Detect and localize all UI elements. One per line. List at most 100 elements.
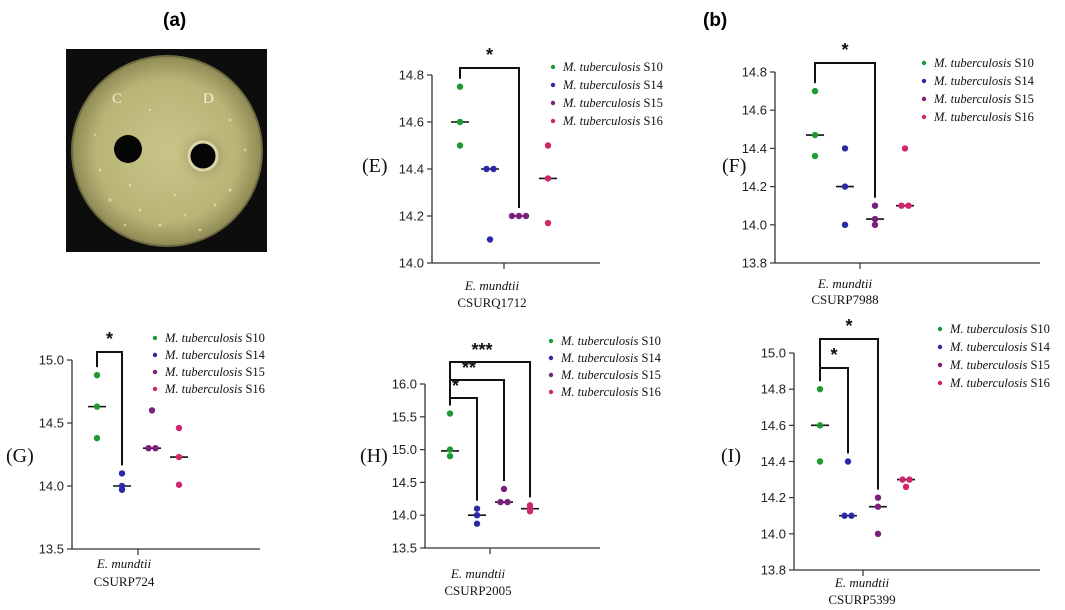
data-point-s16 [902, 483, 910, 491]
legend-strain: S16 [242, 382, 265, 396]
legend-strain: S14 [640, 78, 663, 92]
legend-marker-s14 [921, 78, 927, 84]
significance-bracket [96, 351, 123, 466]
legend-entry-s15: M. tuberculosis S15 [949, 358, 1050, 372]
significance-label: * [106, 329, 113, 349]
chart-panel-i: 13.8 14.0 14.2 14.4 14.6 14.8 15.0 (I) E. mundti… [721, 316, 1051, 607]
legend-organism: M. tuberculosis [949, 358, 1027, 372]
legend-entry-s10: M. tuberculosis S10 [949, 322, 1050, 336]
legend-entry-s14: M. tuberculosis S14 [562, 78, 664, 92]
legend-entry-s14: M. tuberculosis S14 [560, 351, 662, 365]
legend-organism: M. tuberculosis [933, 56, 1011, 70]
data-point-s10 [446, 452, 454, 460]
legend-marker-s15 [937, 362, 943, 368]
data-point-s10 [811, 152, 819, 160]
data-point-s14 [118, 486, 126, 493]
data-point-s14 [844, 458, 852, 465]
legend-marker-s15 [921, 96, 927, 102]
legend-organism: M. tuberculosis [933, 92, 1011, 106]
legend-marker-s14 [550, 82, 556, 88]
legend-strain: S14 [242, 348, 265, 362]
data-point-s16 [175, 424, 183, 432]
data-point-s10 [816, 458, 824, 465]
data-point-s15 [515, 212, 523, 220]
data-point-s10 [446, 410, 454, 417]
y-tick-label: 14.6 [399, 115, 424, 130]
legend-entry-s15: M. tuberculosis S15 [933, 92, 1034, 106]
y-tick-label: 14.8 [399, 68, 424, 83]
legend-organism: M. tuberculosis [560, 368, 638, 382]
x-label-strain: CSURP7988 [811, 292, 878, 307]
chart-panel-g: 13.5 14.0 14.5 15.0 (G) E. mundtii CSURP724 M. … [6, 329, 266, 589]
legend-marker-s14 [548, 355, 554, 361]
legend-strain: S15 [638, 368, 661, 382]
x-label-strain: CSURQ1712 [457, 295, 526, 310]
data-point-s14 [486, 236, 494, 243]
legend-strain: S16 [640, 114, 663, 128]
significance-bracket [449, 361, 531, 498]
legend-organism: M. tuberculosis [933, 110, 1011, 124]
y-tick-label: 14.5 [392, 475, 417, 490]
data-point-s15 [152, 445, 159, 452]
chart-panel-e: 14.0 14.2 14.4 14.6 14.8 (E) E. mundtii CSURQ17… [362, 45, 664, 310]
legend-strain: S10 [242, 331, 265, 345]
legend-strain: S10 [1027, 322, 1050, 336]
data-point-s16 [906, 476, 913, 483]
x-label-strain: CSURP724 [94, 574, 155, 589]
data-point-s16 [905, 202, 912, 209]
legend-strain: S14 [1011, 74, 1034, 88]
y-tick-label: 14.6 [742, 103, 767, 118]
y-tick-label: 14.0 [761, 526, 786, 541]
y-tick-label: 13.8 [761, 563, 786, 578]
legend-entry-s14: M. tuberculosis S14 [164, 348, 266, 362]
data-point-s14 [848, 512, 855, 519]
data-point-s10 [93, 371, 101, 379]
significance-label: * [486, 45, 493, 65]
data-point-s14 [841, 145, 849, 152]
panel-letter-e: (E) [362, 155, 388, 177]
data-point-s16 [526, 508, 534, 515]
legend-organism: M. tuberculosis [949, 376, 1027, 390]
data-point-s10 [456, 83, 464, 90]
data-point-s16 [901, 145, 909, 152]
significance-label: * [841, 40, 848, 60]
y-tick-label: 14.0 [392, 508, 417, 523]
legend-entry-s14: M. tuberculosis S14 [949, 340, 1051, 354]
legend-organism: M. tuberculosis [164, 365, 242, 379]
legend-marker-s10 [937, 326, 943, 332]
significance-bracket [449, 397, 478, 501]
x-label-species: E. mundtii [464, 278, 520, 293]
scatter-panels: 14.0 14.2 14.4 14.6 14.8 (E) E. mundtii CSURQ17… [6, 40, 1051, 607]
legend-organism: M. tuberculosis [949, 322, 1027, 336]
y-tick-label: 14.0 [742, 217, 767, 232]
y-tick-label: 14.0 [399, 256, 424, 271]
chart-panel-h: 13.5 14.0 14.5 15.0 15.5 16.0 (H) E. mundtii CSU… [360, 334, 662, 598]
data-point-s16 [899, 476, 906, 483]
y-tick-label: 14.8 [761, 382, 786, 397]
legend-strain: S15 [1027, 358, 1050, 372]
data-point-s10 [446, 446, 454, 453]
legend-marker-s14 [937, 344, 943, 350]
legend-organism: M. tuberculosis [164, 382, 242, 396]
significance-bracket [814, 62, 876, 198]
data-point-s10 [816, 385, 824, 393]
legend-marker-s15 [152, 369, 158, 375]
data-point-s15 [148, 407, 156, 414]
legend-marker-s16 [937, 380, 943, 386]
chart-panel-f: 13.8 14.0 14.2 14.4 14.6 14.8 (F) E. mundtiiCSU… [722, 40, 1040, 307]
legend-strain: S14 [638, 351, 661, 365]
panel-label-a: (a) [163, 10, 186, 31]
legend-marker-s15 [548, 372, 554, 378]
panel-letter-h: (H) [360, 445, 388, 467]
y-tick-label: 15.0 [761, 346, 786, 361]
legend-organism: M. tuberculosis [560, 351, 638, 365]
data-point-s14 [118, 470, 126, 477]
panel-letter-f: (F) [722, 155, 746, 177]
y-tick-label: 13.8 [742, 256, 767, 271]
data-point-s15 [504, 498, 511, 506]
panel-letter-g: (G) [6, 445, 34, 467]
data-point-s16 [544, 142, 552, 149]
data-point-s10 [93, 403, 101, 410]
legend-entry-s15: M. tuberculosis S15 [560, 368, 661, 382]
data-point-s16 [544, 175, 552, 182]
